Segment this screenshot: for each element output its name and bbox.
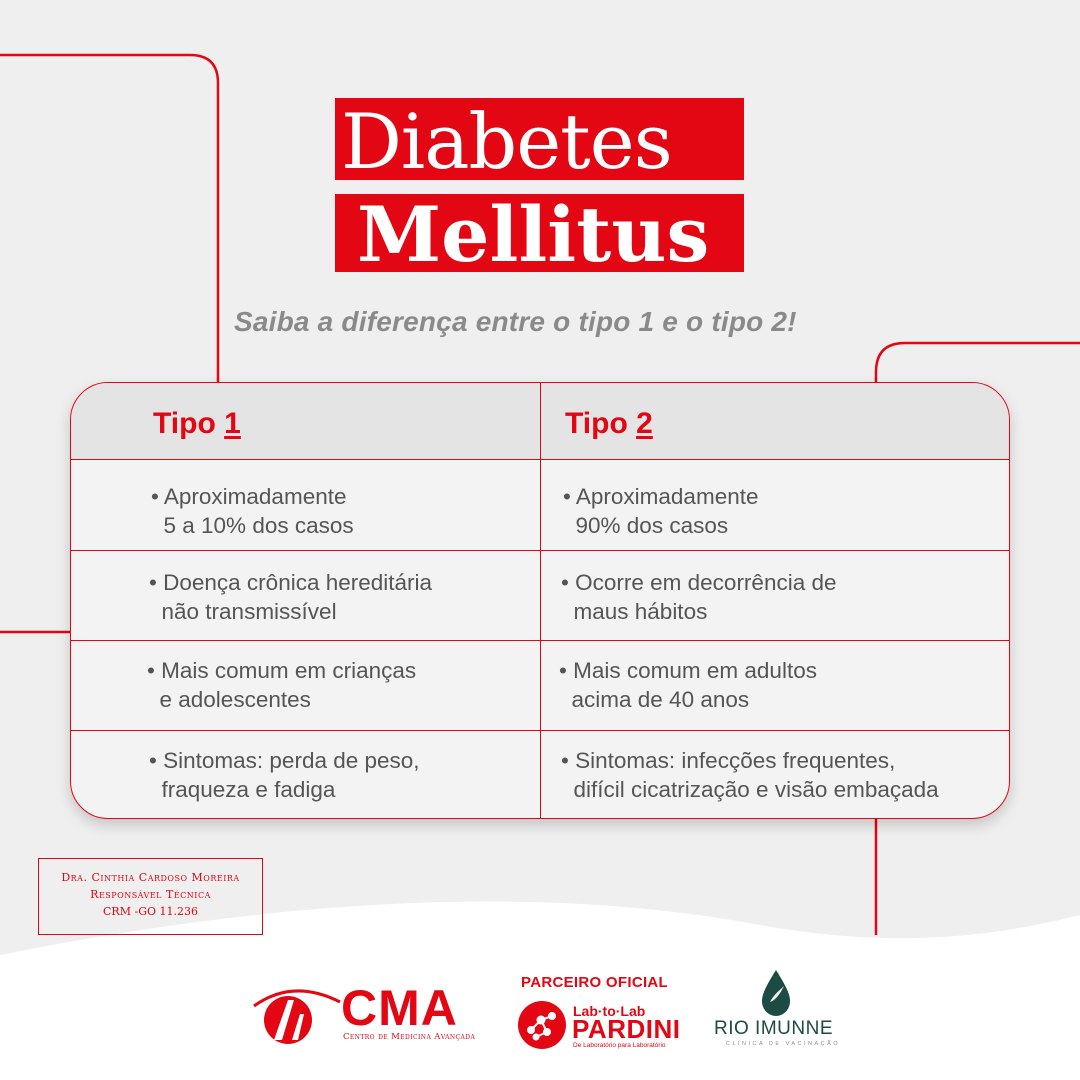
cell-tipo-2: • Ocorre em decorrência de maus hábitos	[561, 570, 837, 624]
cell-tipo-2: • Sintomas: infecções frequentes, difíci…	[561, 748, 939, 802]
cma-name: CMA	[341, 980, 458, 1036]
doctor-credits: Dra. Cinthia Cardoso Moreira Responsável…	[38, 858, 263, 935]
doctor-role: Responsável Técnica	[90, 888, 211, 901]
cell-tipo-1: • Sintomas: perda de peso, fraqueza e fa…	[149, 748, 420, 802]
doctor-crm: CRM -GO 11.236	[103, 905, 198, 918]
column-divider	[540, 383, 541, 818]
cell-tipo-1: • Doença crônica hereditária não transmi…	[149, 570, 433, 624]
cell-tipo-2: • Aproximadamente 90% dos casos	[563, 484, 759, 538]
cma-logo: CMA Centro de Medicina Avançada	[248, 980, 488, 1050]
cma-emblem-icon	[253, 989, 341, 1044]
pardini-subtitle: De Laboratório para Laboratório	[573, 1042, 666, 1049]
rio-imunne-subtitle: CLÍNICA DE VACINAÇÃO	[726, 1041, 841, 1047]
pardini-name: PARDINI	[572, 1014, 681, 1044]
pardini-molecule-icon	[518, 1001, 566, 1049]
title-line-2: Mellitus	[335, 194, 744, 272]
rio-imunne-logo: RIO IMUNNE CLÍNICA DE VACINAÇÃO	[712, 968, 842, 1058]
cell-tipo-2: • Mais comum em adultos acima de 40 anos	[559, 658, 817, 712]
partner-label: PARCEIRO OFICIAL	[521, 974, 669, 991]
table-row: • Sintomas: perda de peso, fraqueza e fa…	[71, 730, 1009, 818]
doctor-name: Dra. Cinthia Cardoso Moreira	[61, 871, 240, 884]
subtitle: Saiba a diferença entre o tipo 1 e o tip…	[234, 306, 797, 337]
table-row: • Aproximadamente 5 a 10% dos casos • Ap…	[71, 459, 1009, 549]
comparison-table: Tipo 1 Tipo 2 • Aproximadamente 5 a 10% …	[70, 382, 1010, 819]
lab-to-lab: Lab·to·Lab	[573, 1003, 646, 1019]
cma-subtitle: Centro de Medicina Avançada	[343, 1032, 476, 1042]
pardini-logo: PARCEIRO OFICIAL Lab·to·Lab PARDINI De L…	[515, 974, 685, 1054]
cell-tipo-1: • Aproximadamente 5 a 10% dos casos	[151, 484, 354, 538]
cell-tipo-1: • Mais comum em crianças e adolescentes	[147, 658, 417, 712]
rio-imunne-name: RIO IMUNNE	[714, 1018, 833, 1039]
header-tipo-1: Tipo 1	[153, 407, 241, 440]
header-tipo-2: Tipo 2	[565, 407, 653, 440]
drop-leaf-icon	[762, 970, 790, 1016]
title-line-1: Diabetes	[335, 98, 744, 180]
